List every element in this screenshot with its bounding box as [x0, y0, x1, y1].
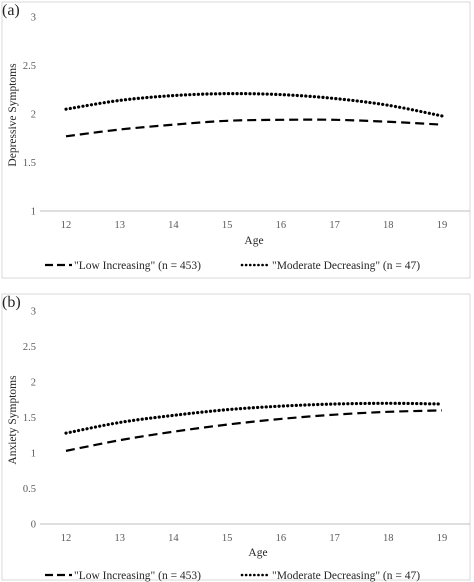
x-tick-label-a: 12 [61, 220, 72, 231]
series-line-b-0 [65, 409, 443, 452]
x-tick-label-a: 14 [168, 220, 179, 231]
y-tick-label-a: 1 [31, 207, 36, 218]
series-line-a-1 [64, 91, 444, 118]
x-tick-label-b: 13 [114, 533, 125, 544]
x-tick-label-a: 17 [329, 220, 340, 231]
x-ticks-b: 12 13 14 15 16 17 18 19 [61, 533, 448, 544]
series-line-a-0 [65, 118, 443, 138]
panel-label-a: (a) [2, 2, 20, 19]
x-axis-title-b: Age [248, 547, 267, 559]
panel-a: (a) Depressive Symptoms Age 1 1.5 2 2.5 3 12… [1, 1, 471, 279]
series-group-a [64, 91, 444, 138]
x-tick-label-a: 16 [276, 220, 287, 231]
x-tick-label-b: 19 [437, 533, 448, 544]
legend-a: "Low Increasing" (n = 453) "Moderate Dec… [45, 260, 420, 272]
x-tick-label-a: 19 [437, 220, 448, 231]
x-tick-label-a: 18 [383, 220, 394, 231]
x-tick-label-a: 13 [114, 220, 125, 231]
legend-label-a-1: "Moderate Decreasing" (n = 47) [272, 260, 420, 272]
y-ticks-b: 0 0.5 1 1.5 2 2.5 3 [23, 307, 36, 531]
y-tick-label-b: 1 [31, 449, 36, 460]
y-tick-label-b: 2 [31, 378, 36, 389]
y-tick-label-b: 0 [31, 520, 36, 531]
y-tick-label-a: 1.5 [23, 158, 36, 169]
y-tick-label-b: 3 [31, 307, 36, 318]
x-tick-label-a: 15 [222, 220, 233, 231]
legend-label-b-0: "Low Increasing" (n = 453) [74, 570, 201, 582]
y-tick-label-a: 2 [31, 110, 36, 121]
x-tick-label-b: 17 [329, 533, 340, 544]
x-tick-label-b: 14 [168, 533, 179, 544]
x-tick-label-b: 15 [222, 533, 233, 544]
series-line-b-1 [64, 401, 444, 435]
plot-frame-b [1, 293, 471, 581]
panel-label-b: (b) [2, 294, 21, 311]
x-axis-title-a: Age [244, 235, 263, 247]
y-tick-label-b: 1.5 [23, 413, 36, 424]
y-tick-label-a: 3 [31, 13, 36, 24]
panel-b: (b) Anxiety Symptoms Age 0 0.5 1 1.5 2 2.5 3 1… [1, 293, 471, 582]
x-tick-label-b: 18 [383, 533, 394, 544]
legend-label-a-0: "Low Increasing" (n = 453) [74, 260, 201, 272]
x-ticks-a: 12 13 14 15 16 17 18 19 [61, 220, 448, 231]
x-tick-label-b: 12 [61, 533, 72, 544]
y-tick-label-b: 2.5 [23, 342, 36, 353]
y-axis-title-a: Depressive Symptoms [7, 63, 19, 167]
legend-b: "Low Increasing" (n = 453) "Moderate Dec… [45, 570, 420, 582]
y-tick-label-b: 0.5 [23, 484, 36, 495]
x-tick-label-b: 16 [276, 533, 287, 544]
legend-label-b-1: "Moderate Decreasing" (n = 47) [272, 570, 420, 582]
y-axis-title-b: Anxiety Symptoms [7, 375, 19, 465]
plot-frame-a [1, 1, 471, 279]
y-ticks-a: 1 1.5 2 2.5 3 [23, 13, 36, 218]
series-group-b [64, 401, 444, 452]
y-tick-label-a: 2.5 [23, 61, 36, 72]
